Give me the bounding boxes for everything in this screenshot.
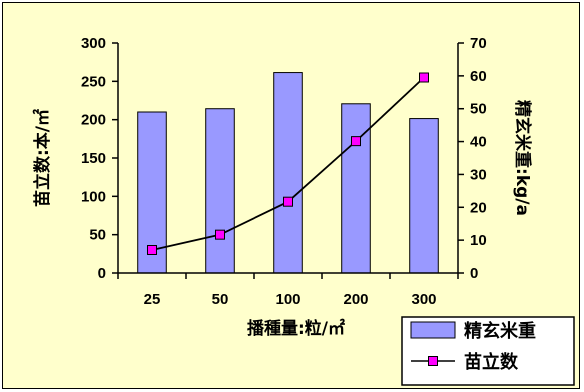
right-tick-label: 50	[470, 101, 487, 118]
legend-bar-label: 精玄米重	[464, 320, 536, 342]
line-point	[215, 229, 225, 240]
line-point	[283, 196, 293, 207]
right-tick-label: 70	[470, 35, 487, 52]
right-tick-label: 10	[470, 232, 487, 249]
bar	[273, 72, 303, 274]
x-tick-label: 200	[343, 291, 368, 308]
x-tick-label: 50	[212, 291, 229, 308]
ticks-layer: 0 50 100 150 200 250 300 0 10 20 30 40 50 60 70 25 50 100…	[81, 35, 487, 308]
bar	[205, 108, 235, 274]
legend: 精玄米重 苗立数	[401, 316, 575, 386]
right-tick-label: 60	[470, 68, 487, 85]
line-point	[147, 245, 157, 255]
left-tick-label: 50	[89, 227, 106, 244]
bars-layer	[137, 72, 439, 274]
left-axis-title: 苗立数:本/㎡	[32, 109, 53, 207]
line-layer	[147, 72, 429, 255]
right-axis-title: 精玄米重:kg/a	[512, 100, 533, 216]
bar	[341, 103, 371, 274]
x-tick-label: 300	[411, 291, 436, 308]
x-axis-title: 播種量:粒/㎡	[247, 318, 345, 339]
right-tick-label: 20	[470, 199, 487, 216]
legend-line-label: 苗立数	[464, 351, 519, 373]
left-tick-label: 150	[81, 150, 106, 167]
line-point	[419, 72, 429, 83]
left-tick-label: 300	[81, 35, 106, 52]
left-tick-label: 100	[81, 188, 106, 205]
legend-line-marker	[428, 356, 438, 366]
legend-bar-swatch	[410, 321, 456, 339]
bar	[409, 118, 439, 274]
line-point	[351, 136, 361, 147]
right-tick-label: 40	[470, 134, 487, 151]
right-tick-label: 30	[470, 166, 487, 183]
left-tick-label: 250	[81, 73, 106, 90]
x-tick-label: 100	[275, 291, 300, 308]
left-tick-label: 200	[81, 112, 106, 129]
left-tick-label: 0	[98, 265, 106, 282]
x-tick-label: 25	[144, 291, 161, 308]
right-tick-label: 0	[470, 265, 478, 282]
